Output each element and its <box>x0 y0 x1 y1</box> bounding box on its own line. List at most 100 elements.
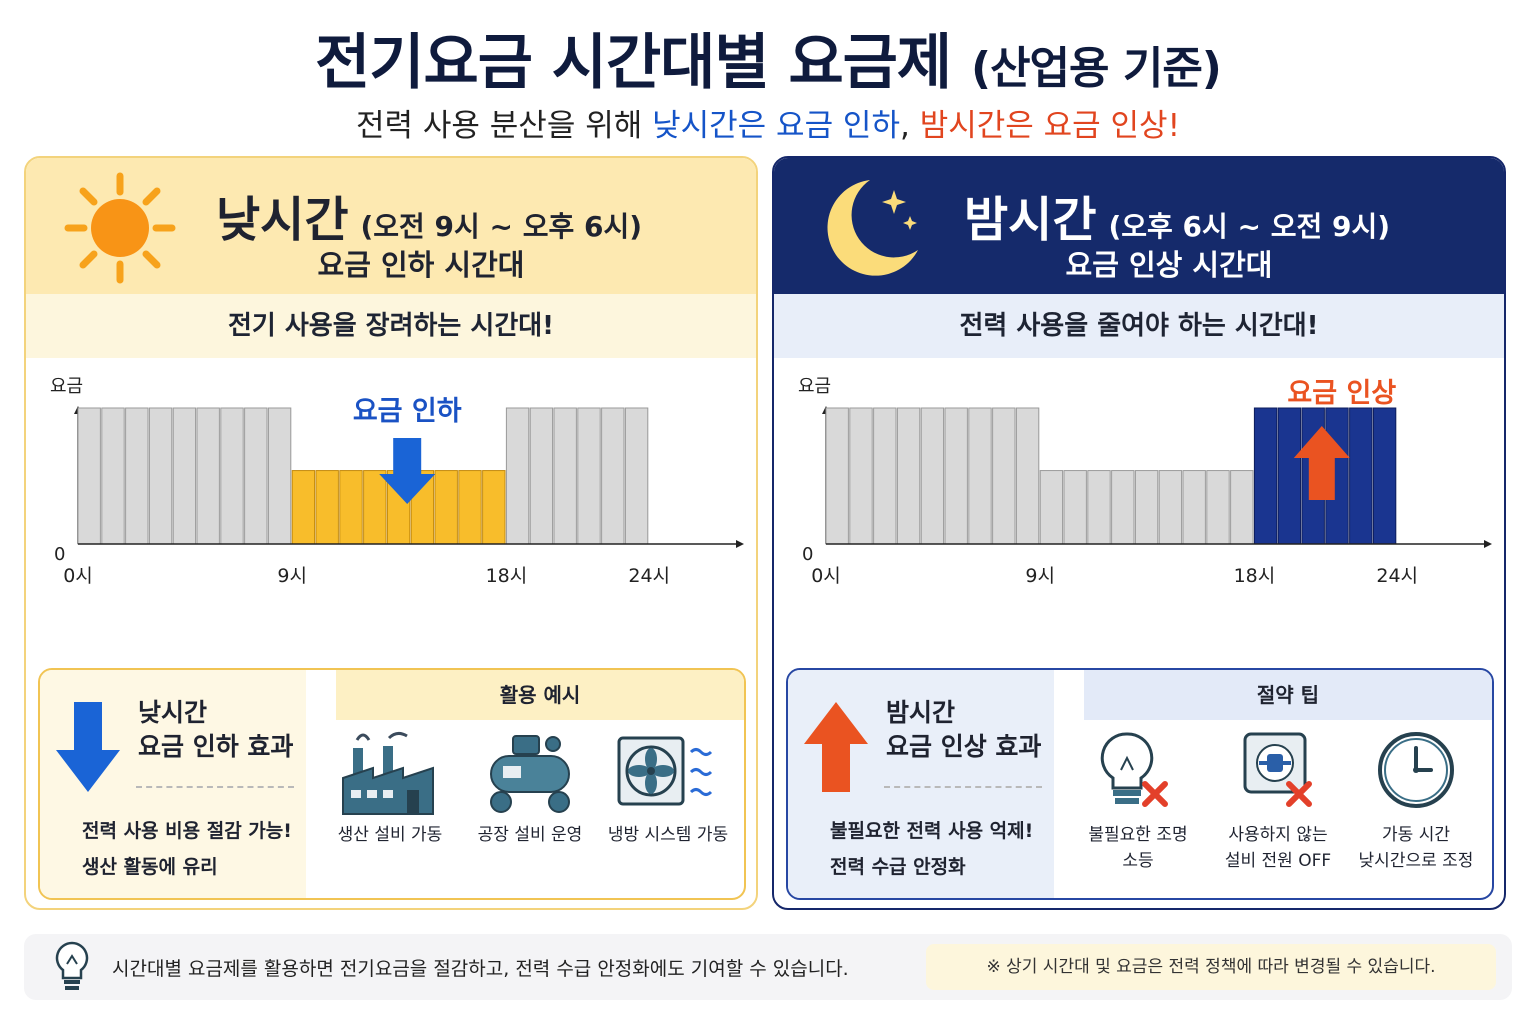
x-tick-label: 24시 <box>628 565 670 587</box>
night-effect-box: 밤시간 요금 인상 효과 불필요한 전력 사용 억제! 전력 수급 안정화 <box>788 670 1054 898</box>
subtitle-night-highlight: 밤시간은 요금 인상! <box>919 108 1180 144</box>
rate-down-arrow <box>379 438 436 504</box>
fan-icon <box>617 736 713 806</box>
chart-bar <box>1111 470 1135 545</box>
day-slogan: 전기 사용을 장려하는 시간대! <box>26 294 756 358</box>
chart-bar <box>77 407 101 545</box>
chart-bar <box>920 407 945 545</box>
chart-bar <box>339 470 363 545</box>
arrow-down-icon <box>56 702 120 792</box>
chart-bar <box>896 407 921 545</box>
night-panel-header: 밤시간 (오후 6시 ~ 오전 9시) 요금 인상 시간대 <box>774 158 1504 294</box>
x-tick-label: 0시 <box>811 565 841 587</box>
lightbulb-icon <box>55 941 89 990</box>
plug-off-icon <box>1243 732 1312 807</box>
chart-bar <box>434 470 458 545</box>
chart-bar <box>125 407 149 545</box>
chart-bar <box>1063 470 1087 545</box>
chart-bar <box>363 470 387 545</box>
example-label: 공장 설비 운영 <box>477 825 583 845</box>
chart-bar <box>1015 407 1040 545</box>
x-tick-label: 9시 <box>277 565 307 587</box>
night-tips-header: 절약 팁 <box>1084 670 1492 720</box>
x-tick-label: 24시 <box>1376 565 1418 587</box>
day-panel: 낮시간 (오전 9시 ~ 오후 6시) 요금 인하 시간대 전기 사용을 장려하는… <box>24 156 758 910</box>
day-effect-desc-1: 전력 사용 비용 절감 가능! <box>82 820 292 842</box>
day-panel-header: 낮시간 (오전 9시 ~ 오후 6시) 요금 인하 시간대 <box>26 158 756 294</box>
chart-annotation: 요금 인상 <box>1287 378 1396 409</box>
tip-label: 불필요한 조명 소등 <box>1088 825 1188 871</box>
chart-bar <box>1206 470 1230 545</box>
day-effect-box: 낮시간 요금 인하 효과 전력 사용 비용 절감 가능! 생산 활동에 유리 <box>40 670 306 898</box>
chart-bar <box>968 407 992 545</box>
chart-bar <box>601 407 625 545</box>
chart-bar <box>458 470 482 545</box>
chart-bar <box>992 407 1016 545</box>
footer-note: ※ 상기 시간대 및 요금은 전력 정책에 따라 변경될 수 있습니다. <box>926 944 1496 990</box>
chart-bar <box>1134 470 1159 545</box>
night-slogan: 전력 사용을 줄여야 하는 시간대! <box>774 294 1504 358</box>
chart-bar <box>529 407 554 545</box>
chart-bar <box>267 407 292 545</box>
chart-bar <box>1349 407 1373 545</box>
y-tick-label: 0 <box>802 544 813 565</box>
compressor-icon <box>490 735 570 813</box>
chart-bar <box>1182 470 1206 545</box>
example-factory-operation: 공장 설비 운영 <box>460 730 600 848</box>
example-cooling: 냉방 시스템 가동 <box>598 730 738 848</box>
x-tick-label: 0시 <box>63 565 93 587</box>
chart-annotation: 요금 인하 <box>353 396 462 427</box>
day-effect-title: 낮시간 요금 인하 효과 <box>138 698 294 761</box>
clock-icon <box>1378 732 1454 808</box>
page-subtitle: 전력 사용 분산을 위해 낮시간은 요금 인하, 밤시간은 요금 인상! <box>0 100 1536 145</box>
day-rate-chart: 요금 00시 9시 18시 24시 요금 인하 <box>50 376 744 587</box>
tip-power-off: 사용하지 않는 설비 전원 OFF <box>1208 730 1348 874</box>
chart-bar <box>1277 407 1302 545</box>
tip-label: 사용하지 않는 설비 전원 OFF <box>1224 825 1332 871</box>
night-effect-desc-2: 전력 수급 안정화 <box>830 856 966 878</box>
chart-bar <box>1158 470 1183 545</box>
chart-bar <box>873 407 897 545</box>
chart-bar <box>1253 407 1278 545</box>
tip-label: 가동 시간 낮시간으로 조정 <box>1358 825 1474 871</box>
example-label: 냉방 시스템 가동 <box>607 825 729 845</box>
chart-bar <box>1372 407 1397 545</box>
x-axis-arrow <box>1484 540 1492 548</box>
factory-icon <box>342 731 434 815</box>
x-tick-label: 18시 <box>1234 565 1276 587</box>
subtitle-day-highlight: 낮시간은 요금 인하 <box>652 108 900 144</box>
chart-bar <box>315 470 339 545</box>
night-effect-desc-1: 불필요한 전력 사용 억제! <box>830 820 1034 842</box>
chart-bar <box>505 407 530 545</box>
arrow-up-icon <box>804 702 868 792</box>
divider <box>136 786 294 788</box>
chart-bar <box>1039 470 1064 545</box>
chart-bar <box>849 407 873 545</box>
night-bottom-box: 밤시간 요금 인상 효과 불필요한 전력 사용 억제! 전력 수급 안정화 절약… <box>786 668 1494 900</box>
chart-bar <box>148 407 173 545</box>
tip-shift-hours: 가동 시간 낮시간으로 조정 <box>1346 730 1486 874</box>
day-title: 낮시간 (오전 9시 ~ 오후 6시) <box>216 180 642 250</box>
chart-bar <box>1087 470 1111 545</box>
chart-bar <box>220 407 244 545</box>
sun-icon <box>64 172 176 284</box>
day-subtitle: 요금 인하 시간대 <box>317 248 525 282</box>
chart-bar <box>196 407 220 545</box>
chart-bar <box>244 407 268 545</box>
night-panel: 밤시간 (오후 6시 ~ 오전 9시) 요금 인상 시간대 전력 사용을 줄여야 … <box>772 156 1506 910</box>
chart-bar <box>482 470 506 545</box>
page-title-paren: (산업용 기준) <box>970 43 1222 94</box>
chart-bar <box>291 470 316 545</box>
chart-bar <box>553 407 577 545</box>
x-tick-label: 9시 <box>1025 565 1055 587</box>
footer: 시간대별 요금제를 활용하면 전기요금을 절감하고, 전력 수급 안정화에도 기… <box>24 934 1512 1000</box>
night-title: 밤시간 (오후 6시 ~ 오전 9시) <box>964 180 1390 250</box>
page-title: 전기요금 시간대별 요금제 (산업용 기준) <box>0 14 1536 101</box>
chart-bar <box>825 407 849 545</box>
day-title-text: 낮시간 <box>216 192 349 248</box>
night-effect-title: 밤시간 요금 인상 효과 <box>886 698 1042 761</box>
moon-icon <box>827 180 918 276</box>
chart-bar <box>1230 470 1254 545</box>
tip-lights-off: 불필요한 조명 소등 <box>1068 730 1208 874</box>
subtitle-prefix: 전력 사용 분산을 위해 <box>356 108 653 144</box>
